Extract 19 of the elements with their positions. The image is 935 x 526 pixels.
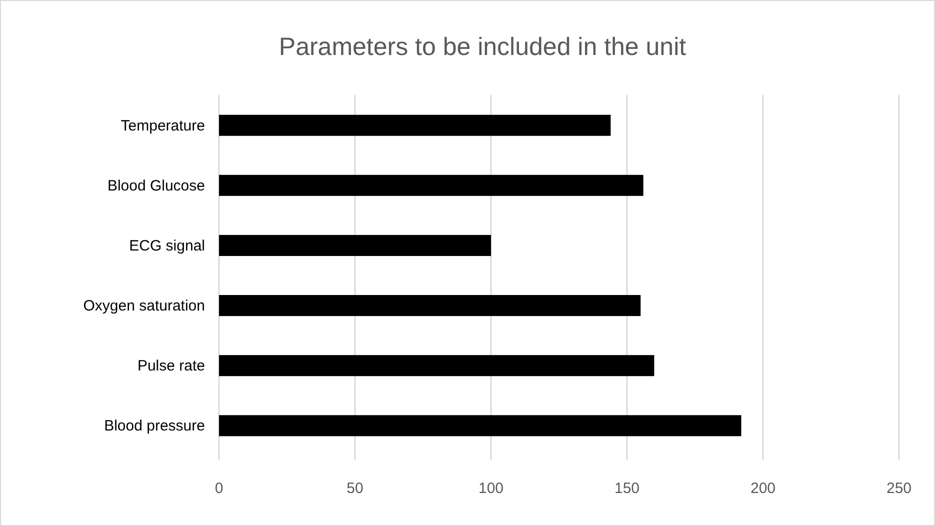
y-tick-label: Temperature [120, 117, 205, 134]
x-tick-label: 0 [214, 480, 224, 497]
y-tick-label: Blood pressure [104, 418, 205, 435]
x-tick-label: 50 [346, 480, 364, 497]
bar [219, 234, 491, 256]
y-tick-label: Pulse rate [137, 358, 205, 375]
bar [219, 355, 654, 376]
bar [219, 174, 644, 196]
x-tick-label: 200 [750, 480, 776, 497]
bar [219, 295, 641, 316]
y-tick-label: Blood Glucose [107, 177, 205, 194]
y-tick-label: ECG signal [129, 237, 205, 254]
x-tick-label: 150 [614, 480, 640, 497]
x-tick-label: 100 [478, 480, 504, 497]
chart-title: Parameters to be included in the unit [278, 33, 686, 61]
bar [219, 114, 611, 136]
y-tick-label: Oxygen saturation [83, 298, 205, 315]
x-tick-label: 250 [886, 480, 912, 497]
bar [219, 415, 742, 436]
